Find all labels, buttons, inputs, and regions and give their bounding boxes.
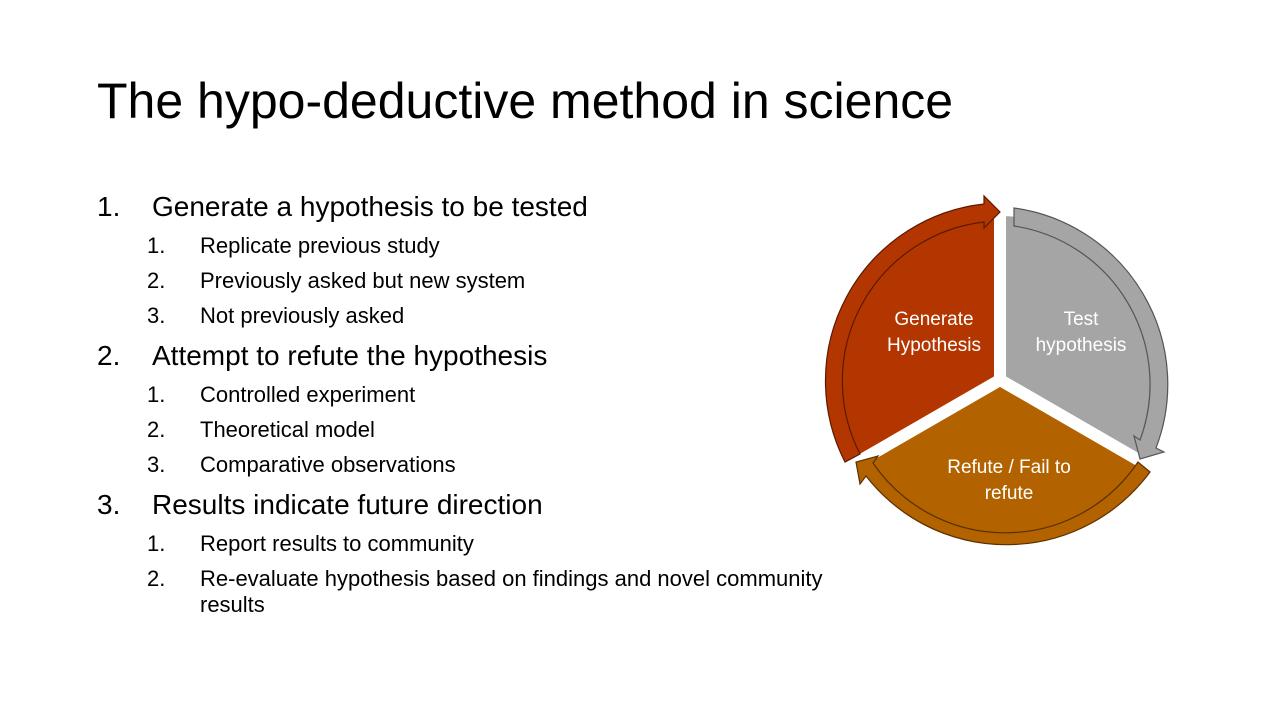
cycle-label-generate-line1: Generate (894, 309, 973, 330)
outline-subitem-number: 1. (147, 531, 166, 556)
outline-subitem-2-3: 3. Comparative observations (147, 452, 827, 478)
outline-subitem-2-1: 1. Controlled experiment (147, 382, 827, 408)
outline-subitem-text: Not previously asked (200, 303, 405, 328)
outline-subitem-number: 2. (147, 417, 166, 442)
cycle-arrow-generate-icon (824, 194, 1001, 463)
outline-subitem-number: 2. (147, 566, 166, 591)
outline-subitem-number: 2. (147, 268, 166, 293)
cycle-arrow-test-icon (1013, 207, 1169, 460)
outline-subitem-number: 3. (147, 303, 166, 328)
outline-subitem-text: Theoretical model (200, 417, 375, 442)
outline-subitem-1-2: 2. Previously asked but new system (147, 268, 827, 294)
outline-subitem-text: Comparative observations (200, 452, 456, 477)
outline-item-1: 1. Generate a hypothesis to be tested (97, 190, 827, 224)
outline-item-text: Attempt to refute the hypothesis (152, 340, 548, 371)
cycle-arrow-refute-icon (855, 454, 1151, 546)
cycle-label-refute-line1: Refute / Fail to (947, 457, 1071, 478)
outline-item-text: Generate a hypothesis to be tested (152, 191, 588, 222)
cycle-label-test-line2: hypothesis (1036, 335, 1127, 356)
cycle-label-test-line1: Test (1064, 309, 1100, 330)
outline-subitem-number: 1. (147, 233, 166, 258)
outline-item-text: Results indicate future direction (152, 489, 543, 520)
slide-title: The hypo-deductive method in science (97, 73, 954, 129)
outline-subitem-text: Replicate previous study (200, 233, 440, 258)
outline-item-3: 3. Results indicate future direction (97, 488, 827, 522)
outline-subitem-2-2: 2. Theoretical model (147, 417, 827, 443)
outline-item-number: 2. (97, 340, 121, 371)
outline-subitem-text: Report results to community (200, 531, 474, 556)
outline-subitem-number: 1. (147, 382, 166, 407)
cycle-label-refute-line2: refute (985, 483, 1034, 504)
outline-subitem-1-1: 1. Replicate previous study (147, 233, 827, 259)
outline-item-number: 3. (97, 489, 121, 520)
cycle-label-generate-line2: Hypothesis (887, 335, 981, 356)
outline-subitem-3-2: 2. Re-evaluate hypothesis based on findi… (147, 566, 827, 618)
outline-subitem-3-1: 1. Report results to community (147, 531, 827, 557)
cycle-diagram: Generate Hypothesis Test hypothesis Refu… (824, 194, 1176, 556)
outline-subitem-text: Previously asked but new system (200, 268, 526, 293)
outline-subitem-number: 3. (147, 452, 166, 477)
outline-subitem-1-3: 3. Not previously asked (147, 303, 827, 329)
outline-subitem-text: Re-evaluate hypothesis based on findings… (200, 566, 823, 617)
outline-list: 1. Generate a hypothesis to be tested 1.… (97, 190, 827, 618)
outline-subitem-text: Controlled experiment (200, 382, 416, 407)
outline-item-2: 2. Attempt to refute the hypothesis (97, 339, 827, 373)
outline-item-number: 1. (97, 191, 121, 222)
